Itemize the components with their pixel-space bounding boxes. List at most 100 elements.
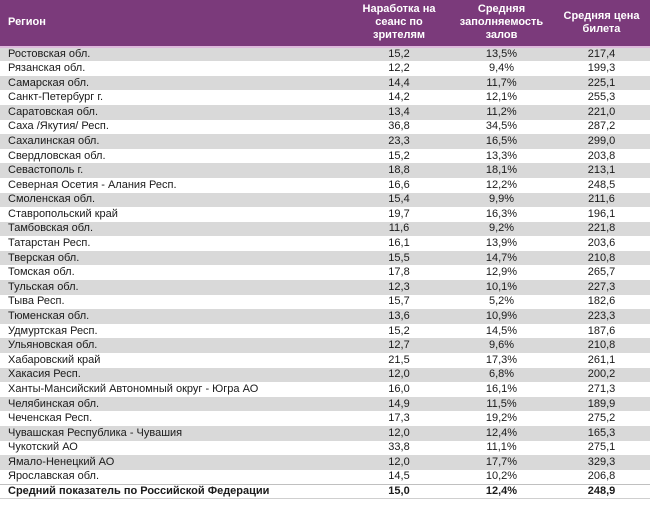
region-cell: Ханты-Мансийский Автономный округ - Югра…: [8, 383, 259, 396]
value-cell: 196,1: [587, 207, 616, 220]
table-row: Хакасия Респ. 12,0 6,8% 200,2: [0, 367, 650, 383]
table-row: Чеченская Респ. 17,3 19,2% 275,2: [0, 411, 650, 426]
value-cell: 12,2%: [485, 178, 518, 191]
region-cell: Ростовская обл.: [0, 46, 348, 62]
column-header-avg-ticket-price: Средняя цена билета: [553, 0, 650, 48]
value-cell: 34,5%: [485, 120, 518, 133]
value-cell: 12,3: [348, 280, 450, 295]
value-cell: 12,0: [348, 426, 450, 441]
value-cell: 221,8: [553, 221, 650, 237]
column-header-region: Регион: [0, 0, 348, 48]
value-cell: 203,6: [587, 237, 616, 250]
value-cell: 12,7: [348, 338, 450, 354]
value-cell: 199,3: [587, 61, 616, 74]
value-cell: 11,5%: [450, 396, 553, 412]
value-cell: 18,1%: [450, 163, 553, 178]
value-cell: 36,8: [388, 120, 410, 133]
value-cell: 11,1%: [486, 441, 517, 454]
table-row: Ханты-Мансийский Автономный округ - Югра…: [0, 382, 650, 397]
table-row: Санкт-Петербург г. 14,2 12,1% 255,3: [0, 90, 650, 105]
value-cell: 13,9%: [485, 237, 518, 250]
table-row: Тамбовская обл. 11,6 9,2% 221,8: [0, 221, 650, 237]
table-row: Севастополь г. 18,8 18,1% 213,1: [0, 163, 650, 178]
table-row: Ульяновская обл. 12,7 9,6% 210,8: [0, 338, 650, 354]
value-cell: 16,6: [388, 178, 410, 191]
table-row: Смоленская обл. 15,4 9,9% 211,6: [0, 192, 650, 208]
column-header-per-session-viewers: Наработка на сеанс по зрителям: [348, 0, 450, 48]
value-cell: 261,1: [587, 353, 616, 366]
value-cell: 12,4%: [450, 426, 553, 441]
region-cell: Тюменская обл.: [0, 309, 348, 324]
region-cell: Ульяновская обл.: [0, 338, 348, 354]
region-cell: Сахалинская обл.: [0, 134, 348, 149]
table-row: Татарстан Респ. 16,1 13,9% 203,6: [0, 236, 650, 251]
region-cell: Ставропольский край: [8, 207, 118, 220]
value-cell: 14,9: [348, 396, 450, 412]
region-cell: Тамбовская обл.: [0, 221, 348, 237]
table-row: Тыва Респ. 15,7 5,2% 182,6: [0, 295, 650, 310]
region-cell: Хакасия Респ.: [0, 367, 348, 383]
value-cell: 248,9: [553, 483, 650, 500]
table-row: Тульская обл. 12,3 10,1% 227,3: [0, 280, 650, 295]
value-cell: 329,3: [553, 455, 650, 470]
value-cell: 223,3: [553, 309, 650, 324]
table-row: Ростовская обл. 15,2 13,5% 217,4: [0, 46, 650, 62]
value-cell: 21,5: [388, 353, 410, 366]
region-cell: Санкт-Петербург г.: [8, 91, 104, 104]
value-cell: 9,4%: [488, 61, 515, 74]
region-cell: Чувашская Республика - Чувашия: [0, 426, 348, 441]
value-cell: 19,7: [388, 207, 410, 220]
total-row: Средний показатель по Российской Федерац…: [0, 483, 650, 500]
region-cell: Свердловская обл.: [8, 149, 106, 162]
value-cell: 11,2%: [450, 104, 553, 120]
value-cell: 12,1%: [485, 91, 518, 104]
value-cell: 14,4: [348, 75, 450, 91]
value-cell: 210,8: [553, 250, 650, 266]
value-cell: 16,1: [388, 237, 410, 250]
value-cell: 23,3: [348, 134, 450, 149]
region-cell: Севастополь г.: [0, 163, 348, 178]
region-cell: Татарстан Респ.: [8, 237, 91, 250]
region-cell: Саратовская обл.: [0, 104, 348, 120]
table-row: Хабаровский край 21,5 17,3% 261,1: [0, 353, 650, 368]
table-row: Чукотский АО 33,8 11,1% 275,1: [0, 441, 650, 456]
table-body: Ростовская обл. 15,2 13,5% 217,4 Рязанская о…: [0, 46, 650, 500]
table-row: Северная Осетия - Алания Респ. 16,6 12,2% 2…: [0, 178, 650, 193]
value-cell: 12,4%: [450, 483, 553, 500]
table-row: Сахалинская обл. 23,3 16,5% 299,0: [0, 134, 650, 149]
region-cell: Ямало-Ненецкий АО: [0, 455, 348, 470]
table-row: Удмуртская Респ. 15,2 14,5% 187,6: [0, 324, 650, 339]
value-cell: 13,5%: [450, 46, 553, 62]
header-row: Регион Наработка на сеанс по зрителям Сред…: [0, 0, 650, 48]
region-cell: Смоленская обл.: [0, 192, 348, 208]
region-cell: Ярославская обл.: [8, 470, 100, 483]
table-row: Ямало-Ненецкий АО 12,0 17,7% 329,3: [0, 455, 650, 470]
value-cell: 13,4: [348, 104, 450, 120]
region-cell: Тыва Респ.: [8, 295, 65, 308]
table-row: Ярославская обл. 14,5 10,2% 206,8: [0, 470, 650, 485]
value-cell: 17,7%: [450, 455, 553, 470]
value-cell: 210,8: [553, 338, 650, 354]
value-cell: 182,6: [587, 295, 616, 308]
table-row: Рязанская обл. 12,2 9,4% 199,3: [0, 61, 650, 76]
value-cell: 271,3: [587, 383, 616, 396]
value-cell: 9,6%: [450, 338, 553, 354]
value-cell: 17,3%: [485, 353, 518, 366]
value-cell: 221,0: [553, 104, 650, 120]
table-row: Челябинская обл. 14,9 11,5% 189,9: [0, 396, 650, 412]
region-cell: Челябинская обл.: [0, 396, 348, 412]
table-header: Регион Наработка на сеанс по зрителям Сред…: [0, 0, 650, 48]
value-cell: 16,1%: [485, 383, 518, 396]
value-cell: 17,8: [388, 266, 410, 279]
value-cell: 14,7%: [450, 250, 553, 266]
value-cell: 10,9%: [450, 309, 553, 324]
value-cell: 187,6: [587, 324, 616, 337]
value-cell: 14,2: [388, 91, 410, 104]
value-cell: 16,0: [388, 383, 410, 396]
region-cell: Хабаровский край: [8, 353, 101, 366]
table-row: Саха /Якутия/ Респ. 36,8 34,5% 287,2: [0, 120, 650, 135]
value-cell: 9,9%: [450, 192, 553, 208]
value-cell: 33,8: [388, 441, 410, 454]
region-cell: Тверская обл.: [0, 250, 348, 266]
